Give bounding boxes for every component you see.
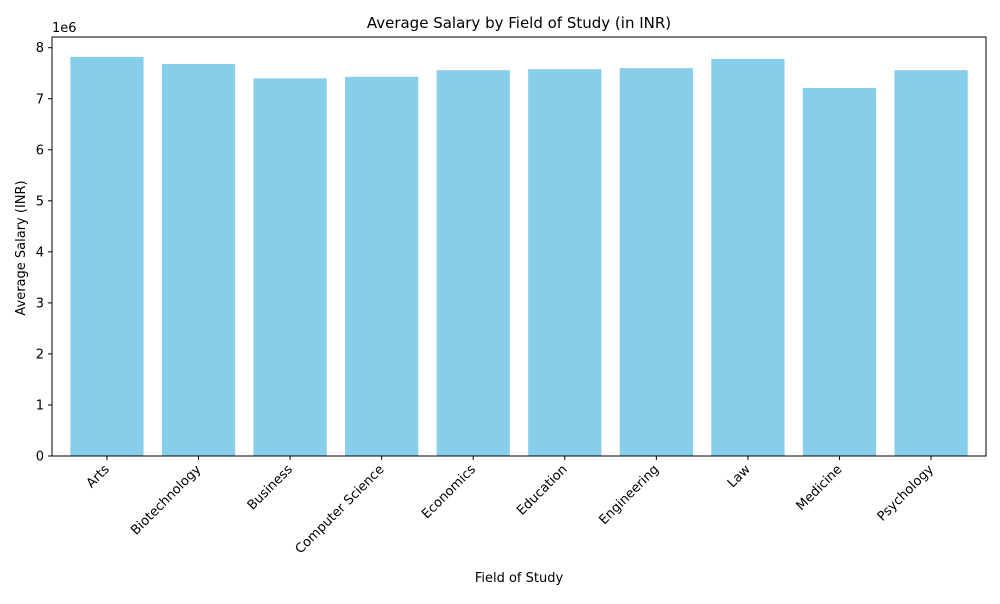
y-tick-label: 0: [36, 450, 44, 465]
x-tick-label: Biotechnology: [128, 462, 204, 538]
chart-title: Average Salary by Field of Study (in INR…: [367, 14, 671, 32]
y-ticks-layer: 0 1 2 3 4 5 6 7 8: [36, 41, 52, 465]
x-tick-label: Medicine: [794, 462, 846, 514]
bar-education: [528, 69, 602, 457]
bar-biotechnology: [161, 64, 236, 457]
x-tick-label: Law: [725, 462, 754, 491]
y-tick-label: 1: [36, 398, 44, 413]
x-tick-label: Education: [514, 462, 570, 518]
bar-computer-science: [345, 76, 419, 456]
x-axis-label: Field of Study: [475, 571, 564, 586]
bar-law: [711, 58, 785, 456]
y-tick-label: 5: [36, 194, 44, 209]
y-tick-label: 7: [36, 92, 44, 107]
y-tick-label: 2: [36, 347, 44, 362]
x-tick-label: Arts: [84, 462, 113, 491]
bar-economics: [436, 70, 510, 457]
y-tick-label: 8: [36, 41, 44, 56]
x-tick-label: Computer Science: [293, 462, 388, 557]
x-tick-label: Engineering: [596, 462, 662, 528]
y-offset-label: 1e6: [52, 21, 77, 36]
bar-arts: [70, 56, 144, 457]
x-tick-label: Business: [245, 462, 296, 513]
bar-business: [253, 78, 327, 456]
plot-frame: [51, 36, 987, 457]
x-tick-label: Psychology: [875, 462, 937, 524]
y-axis-label: Average Salary (INR): [14, 180, 29, 315]
bar-medicine: [802, 88, 877, 456]
bars-layer: [70, 56, 968, 457]
y-tick-label: 6: [36, 143, 44, 158]
y-tick-label: 4: [36, 245, 44, 260]
y-tick-label: 3: [36, 296, 44, 311]
x-tick-label: Economics: [419, 462, 479, 522]
bar-engineering: [619, 68, 693, 456]
bar-psychology: [894, 70, 968, 457]
